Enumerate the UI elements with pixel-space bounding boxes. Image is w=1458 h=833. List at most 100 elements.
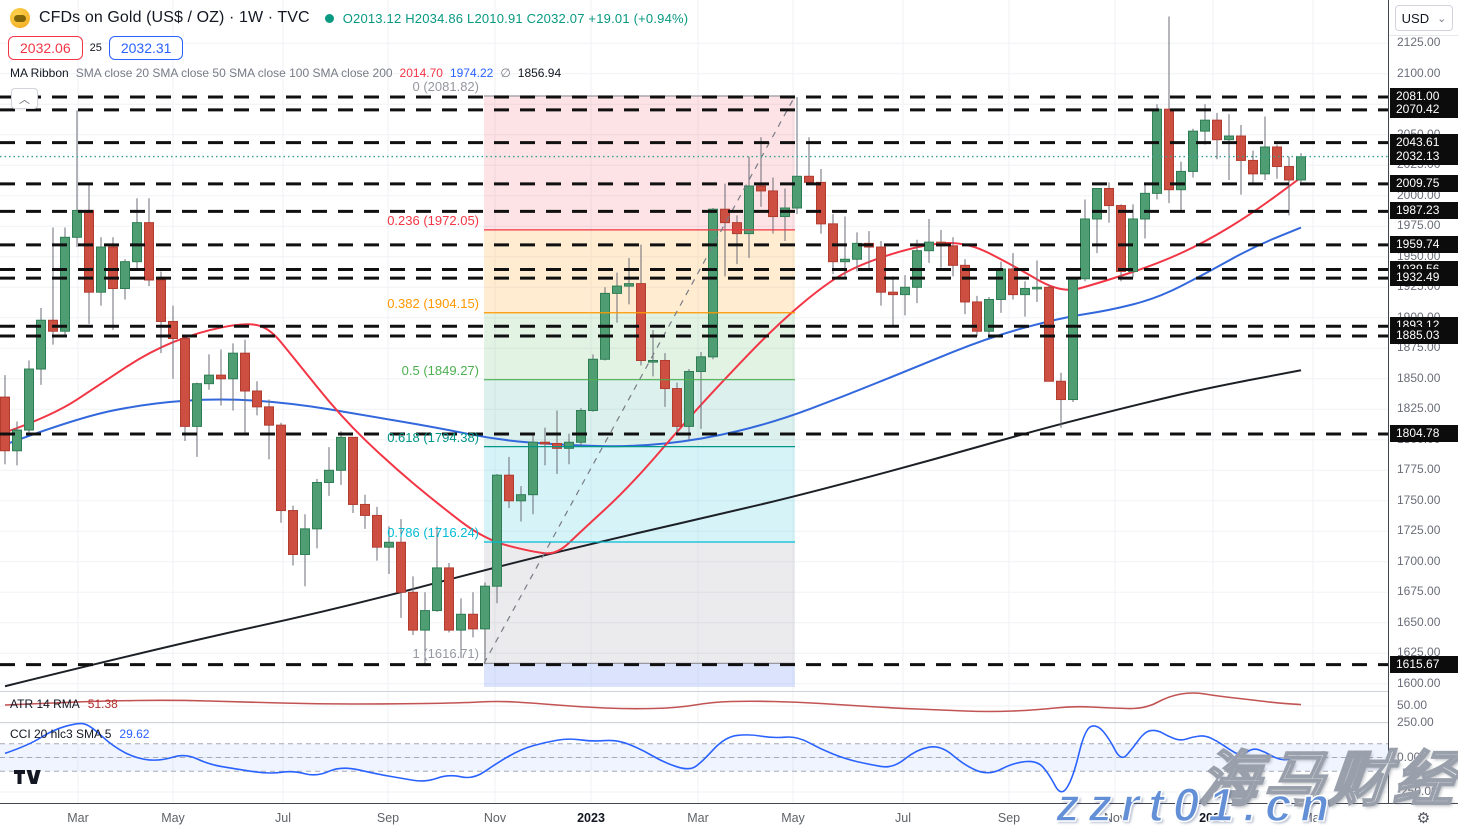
candle-body (576, 410, 586, 443)
cci-value: 29.62 (119, 727, 150, 741)
ma-ribbon-legend[interactable]: MA Ribbon SMA close 20 SMA close 50 SMA … (10, 66, 561, 80)
price-tick: 250.00 (1397, 715, 1434, 729)
candle-body (1176, 170, 1186, 191)
candle-body (480, 585, 490, 630)
candle-body (264, 406, 274, 426)
candle-body (792, 175, 802, 209)
candle-body (504, 474, 514, 502)
currency-label: USD (1401, 10, 1430, 26)
time-axis[interactable]: Mar May Jul Sep Nov 2023 Mar May Jul Sep Nov 2024 Ma… (0, 803, 1458, 833)
atr-line (4, 692, 1302, 713)
ma-ribbon-avg-value: 1856.94 (517, 66, 562, 80)
sma20-line (4, 176, 1302, 555)
chevron-down-icon: ⌄ (1437, 12, 1447, 25)
symbol-title[interactable]: CFDs on Gold (US$ / OZ) · 1W · TVC (39, 9, 310, 26)
ma-ribbon-sma20-value: 2014.70 (399, 66, 443, 80)
candle-body (1284, 166, 1294, 181)
candle-body (72, 209, 82, 238)
candle-body (528, 441, 538, 496)
candle-body (120, 261, 130, 290)
chart-canvas[interactable] (0, 0, 1388, 803)
candle-body (60, 236, 70, 332)
candle-body (996, 268, 1006, 300)
buy-button[interactable]: 2032.31 (108, 36, 184, 60)
price-axis[interactable]: USD ⌄ 1600.00 1625.00 1650.00 1675.00 1700.0… (1388, 0, 1458, 803)
candle-body (108, 246, 118, 290)
candle-body (1260, 146, 1270, 175)
candle-body (1200, 119, 1210, 132)
candle-body (948, 245, 958, 266)
candle-body (1248, 159, 1258, 175)
fib-band (484, 95, 795, 230)
price-tick: 2100.00 (1397, 65, 1441, 80)
candle-body (204, 374, 214, 385)
time-tick: May (781, 811, 805, 825)
candle-body (252, 390, 262, 408)
candle-body (492, 474, 502, 587)
candle-body (516, 494, 526, 502)
ma-ribbon-params: SMA close 20 SMA close 50 SMA close 100 … (75, 66, 393, 80)
time-tick: Mar (687, 811, 709, 825)
candle-body (972, 301, 982, 332)
candle-body (684, 370, 694, 427)
candle-body (660, 359, 670, 390)
candle-body (144, 222, 154, 281)
candle-body (156, 279, 166, 322)
candle-body (1188, 130, 1198, 172)
price-line-label: 1959.74 (1390, 235, 1458, 253)
candle-body (924, 241, 934, 252)
candle-body (1092, 187, 1102, 220)
candle-body (336, 436, 346, 471)
price-tick: 1650.00 (1397, 614, 1441, 629)
candle-body (804, 175, 814, 183)
candle-body (960, 264, 970, 303)
candle-body (744, 185, 754, 235)
candle-body (768, 190, 778, 218)
fib-level-label: 0.236 (1972.05) (387, 212, 479, 228)
candle-body (300, 528, 310, 555)
price-line-label: 1615.67 (1390, 655, 1458, 673)
candle-body (228, 352, 238, 380)
fib-level-label: 1 (1616.71) (412, 646, 480, 662)
fib-level-label: 0 (2081.82) (412, 78, 480, 94)
candle-body (1116, 205, 1126, 272)
candle-body (588, 358, 598, 412)
candle-body (1068, 278, 1078, 401)
price-tick: 2125.00 (1397, 35, 1441, 50)
candle-body (672, 388, 682, 427)
candle-body (624, 283, 634, 287)
candle-body (468, 613, 478, 630)
currency-selector[interactable]: USD ⌄ (1395, 5, 1453, 31)
candle-body (732, 222, 742, 235)
settings-gear-icon[interactable]: ⚙ (1416, 810, 1431, 827)
candle-body (648, 359, 658, 363)
candle-body (432, 567, 442, 612)
time-tick: Nov (483, 811, 507, 825)
atr-value: 51.38 (87, 697, 118, 711)
time-tick: Nov (1103, 811, 1127, 825)
fib-band (484, 541, 795, 664)
axis-separator (1389, 35, 1458, 36)
tradingview-logo-icon[interactable] (14, 770, 44, 785)
candle-body (1164, 108, 1174, 191)
candle-body (240, 352, 250, 392)
candle-body (612, 285, 622, 294)
cci-legend[interactable]: CCI 20 hlc3 SMA 5 29.62 (10, 727, 149, 741)
sell-button[interactable]: 2032.06 (8, 36, 83, 60)
candle-body (696, 356, 706, 372)
candle-body (1008, 268, 1018, 296)
atr-legend[interactable]: ATR 14 RMA 51.38 (10, 697, 118, 711)
trade-widget: 2032.06 25 2032.31 (8, 36, 184, 60)
market-status-dot-icon (324, 13, 334, 23)
sma200-line (4, 369, 1302, 688)
price-line-label: 1987.23 (1390, 202, 1458, 220)
candle-body (12, 429, 22, 452)
candle-body (24, 368, 34, 431)
candle-body (1212, 119, 1222, 141)
candle-body (444, 567, 454, 631)
pane-collapse-button[interactable]: ︿ (11, 88, 38, 109)
price-tick: 1675.00 (1397, 584, 1441, 599)
candle-body (216, 374, 226, 380)
ma-ribbon-name: MA Ribbon (10, 66, 69, 80)
price-tick: 1825.00 (1397, 401, 1441, 416)
